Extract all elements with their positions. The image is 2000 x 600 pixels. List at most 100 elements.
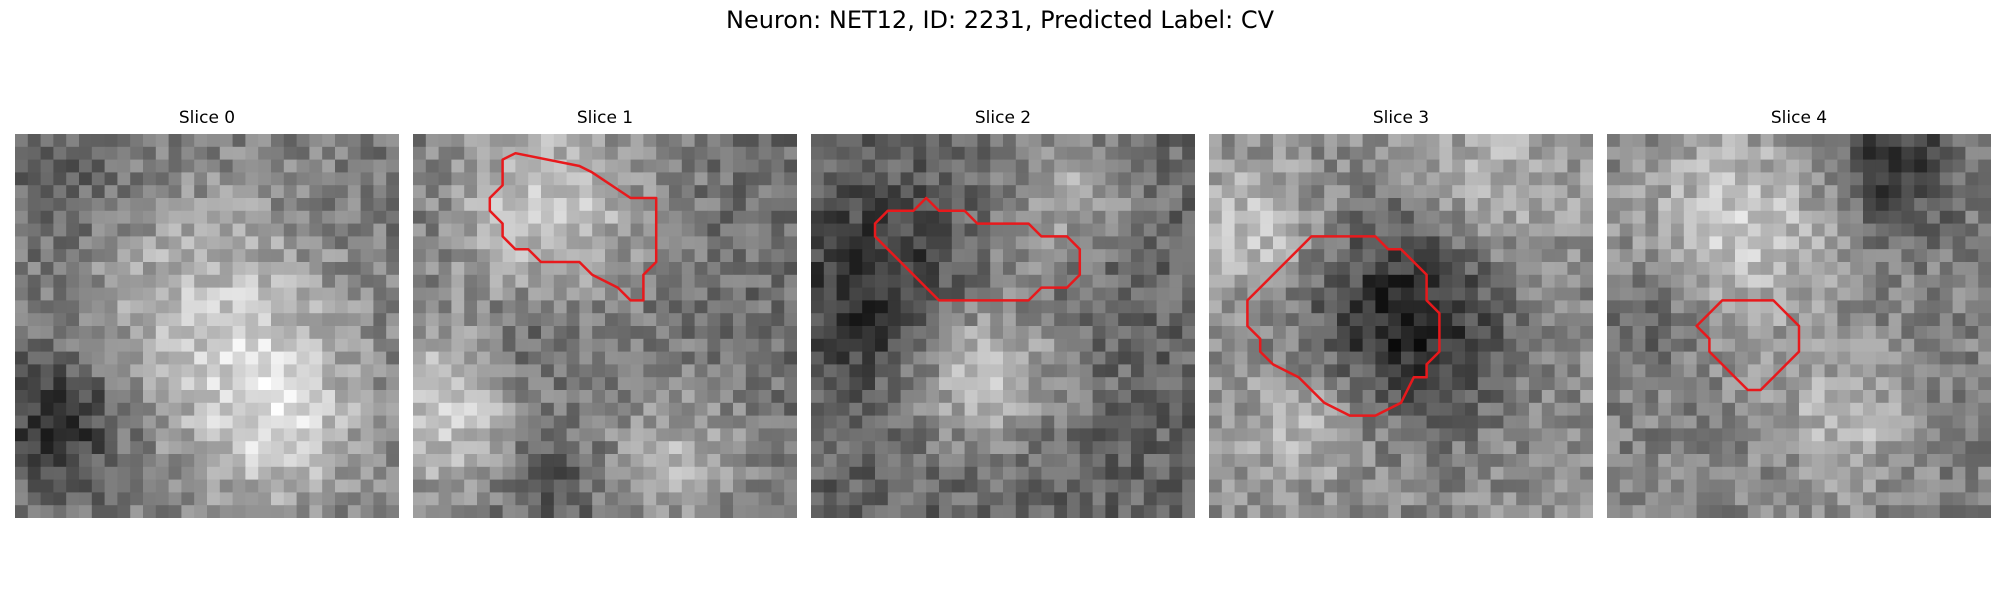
pixel-cell (1003, 287, 1017, 301)
pixel-cell (1413, 390, 1428, 404)
pixel-cell (1914, 210, 1928, 225)
pixel-cell (194, 300, 208, 314)
pixel-cell (1054, 454, 1068, 468)
pixel-cell (836, 313, 850, 327)
pixel-cell (168, 313, 182, 327)
pixel-cell (900, 274, 914, 289)
pixel-cell (528, 454, 542, 468)
pixel-cell (91, 300, 106, 314)
pixel-cell (219, 505, 234, 518)
pixel-cell (1362, 505, 1376, 518)
pixel-cell (1658, 505, 1672, 518)
pixel-cell (53, 185, 67, 199)
pixel-cell (990, 300, 1004, 314)
pixel-cell (1952, 172, 1966, 186)
pixel-cell (1567, 172, 1581, 186)
pixel-cell (1914, 159, 1928, 173)
pixel-cell (836, 198, 850, 212)
pixel-cell (758, 198, 772, 212)
pixel-cell (1285, 326, 1300, 340)
pixel-cell (1554, 441, 1568, 455)
pixel-cell (1247, 159, 1261, 173)
pixel-cell (1747, 236, 1762, 250)
pixel-cell (1477, 223, 1492, 237)
pixel-cell (1311, 428, 1325, 442)
pixel-cell (464, 351, 478, 365)
pixel-cell (964, 415, 978, 429)
pixel-cell (451, 454, 465, 468)
pixel-cell (1298, 249, 1312, 263)
pixel-cell (1477, 505, 1492, 518)
pixel-cell (1209, 402, 1223, 417)
pixel-cell (1607, 441, 1621, 455)
pixel-cell (1554, 364, 1568, 378)
pixel-cell (515, 364, 529, 378)
pixel-cell (1914, 198, 1928, 212)
pixel-cell (40, 172, 54, 186)
pixel-cell (849, 338, 863, 353)
pixel-cell (1490, 185, 1504, 199)
pixel-cell (579, 428, 593, 442)
pixel-cell (1285, 262, 1300, 276)
pixel-cell (1735, 300, 1749, 314)
pixel-cell (771, 313, 785, 327)
pixel-cell (823, 326, 838, 340)
pixel-cell (515, 492, 529, 506)
pixel-cell (1221, 249, 1236, 263)
pixel-cell (1927, 274, 1941, 289)
pixel-cell (733, 185, 747, 199)
pixel-cell (1105, 428, 1119, 442)
pixel-cell (438, 415, 452, 429)
pixel-cell (1143, 479, 1158, 493)
pixel-cell (617, 402, 632, 417)
pixel-cell (1901, 274, 1915, 289)
pixel-cell (1645, 172, 1659, 186)
pixel-cell (643, 351, 657, 365)
pixel-cell (1567, 185, 1581, 199)
pixel-cell (438, 326, 452, 340)
pixel-cell (1349, 428, 1364, 442)
pixel-cell (1875, 223, 1890, 237)
pixel-cell (1054, 326, 1068, 340)
pixel-cell (1105, 415, 1119, 429)
pixel-cell (1426, 223, 1440, 237)
pixel-cell (1143, 402, 1158, 417)
pixel-cell (1927, 172, 1941, 186)
pixel-cell (489, 198, 504, 212)
pixel-cell (1952, 428, 1966, 442)
pixel-cell (1875, 210, 1890, 225)
pixel-cell (1580, 351, 1593, 365)
pixel-cell (335, 287, 349, 301)
pixel-cell (1722, 326, 1736, 340)
pixel-cell (66, 313, 80, 327)
pixel-cell (1760, 364, 1774, 378)
pixel-cell (451, 428, 465, 442)
pixel-cell (1709, 249, 1723, 263)
pixel-cell (541, 351, 555, 365)
pixel-cell (1619, 300, 1634, 314)
pixel-cell (40, 223, 54, 237)
pixel-cell (1311, 236, 1325, 250)
pixel-cell (1079, 172, 1094, 186)
pixel-cell (438, 262, 452, 276)
pixel-cell (27, 262, 42, 276)
pixel-cell (1760, 146, 1774, 161)
pixel-cell (758, 223, 772, 237)
pixel-cell (1118, 505, 1132, 518)
pixel-cell (951, 338, 966, 353)
pixel-cell (553, 415, 568, 429)
pixel-cell (1234, 402, 1248, 417)
pixel-cell (900, 428, 914, 442)
pixel-cell (1580, 441, 1593, 455)
pixel-cell (296, 441, 310, 455)
pixel-cell (1773, 313, 1787, 327)
pixel-cell (1901, 262, 1915, 276)
pixel-cell (1863, 377, 1877, 391)
pixel-cell (707, 377, 721, 391)
pixel-cell (1863, 466, 1877, 481)
pixel-cell (413, 210, 427, 225)
pixel-cell (1658, 466, 1672, 481)
pixel-cell (438, 364, 452, 378)
pixel-cell (232, 351, 246, 365)
pixel-cell (553, 300, 568, 314)
